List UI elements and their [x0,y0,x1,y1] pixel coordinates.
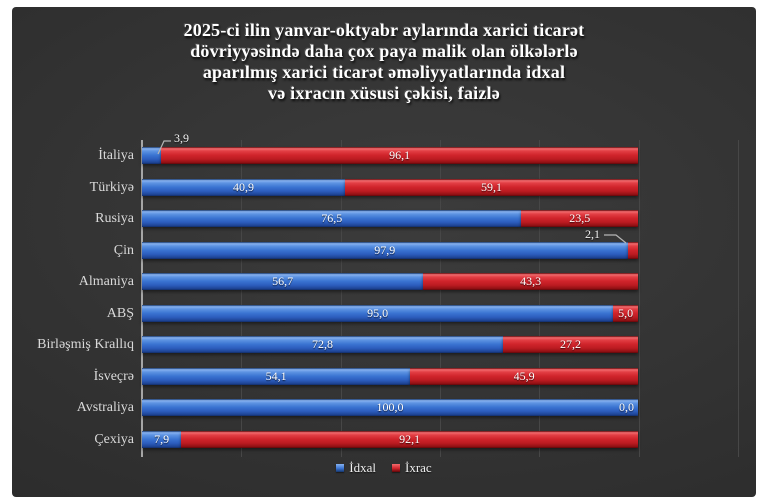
bar-row: 56,7 43,3 [142,273,638,290]
plot-area: 3,9 96,1 40,9 59,1 76,5 23,5 97,9 2,1 56,7 43,3 95… [141,140,739,457]
bar-value-label: 0,0 [619,400,634,414]
chart-title-line: 2025-ci ilin yanvar-oktyabr aylarında xa… [183,20,585,40]
bar-segment-idxal: 97,9 [142,241,628,259]
bar-value-label: 72,8 [312,337,334,351]
category-label: İsveçrə [93,368,134,384]
bar-segment-ixrac: 45,9 [410,367,638,385]
bar-segment-ixrac: 92,1 [181,430,638,448]
bar-row: 7,9 92,1 [142,430,638,448]
y-axis-line [141,140,143,457]
bar-row: 95,0 5,0 [142,304,638,322]
bar-value-label: 59,1 [480,179,502,194]
bar-row: 100,0 0,0 [142,399,638,416]
bar-value-label: 92,1 [399,431,421,446]
bar-value-label: 23,5 [569,211,591,225]
bar-value-label: 54,1 [265,368,287,383]
bar-row: 3,9 96,1 [142,147,638,164]
bar-segment-idxal: 3,9 [142,147,162,164]
chart-title: 2025-ci ilin yanvar-oktyabr aylarında xa… [36,20,732,104]
category-label: Rusiya [95,211,134,226]
legend-item-ixrac: İxrac [392,460,432,476]
bar-segment-idxal: 54,1 [142,367,411,385]
gridline [439,140,441,457]
bar-segment-ixrac: 23,5 [521,210,638,227]
bar-segment-ixrac: 96,1 [161,147,638,164]
bar-value-label: 7,9 [154,431,170,446]
bar-segment-idxal: 72,8 [142,336,504,353]
chart-canvas: 2025-ci ilin yanvar-oktyabr aylarında xa… [12,7,756,497]
category-label: Almaniya [78,274,134,289]
category-label: İtaliya [98,148,134,163]
gridline [241,140,243,457]
bar-row: 40,9 59,1 [142,178,638,196]
category-label: Avstraliya [76,400,134,415]
bar-segment-idxal: 76,5 [142,210,522,227]
bar-segment-ixrac: 59,1 [344,178,638,196]
gridline [638,140,640,457]
legend: İdxal İxrac [12,459,756,477]
gridline [737,140,739,457]
bar-segment-idxal: 95,0 [142,304,614,322]
legend-swatch-idxal-icon [336,464,345,472]
bar-segment-ixrac: 27,2 [503,336,638,353]
category-label: ABŞ [106,305,134,321]
bar-value-label: 95,0 [367,305,389,320]
category-label: Çexiya [94,431,134,447]
bar-row: 72,8 27,2 [142,336,638,353]
bar-segment-idxal: 40,9 [142,178,345,196]
bar-value-label: 5,0 [618,305,634,320]
gridline [340,140,342,457]
category-label: Birləşmiş Krallıq [37,337,134,352]
legend-label-idxal: İdxal [349,460,376,475]
bar-segment-ixrac: 43,3 [423,273,638,290]
bar-value-label: 97,9 [374,242,396,257]
category-label: Çin [113,242,134,258]
callout-label-cin: 2,1 [585,227,600,241]
bar-row: 76,5 23,5 [142,210,638,227]
chart-title-line: dövriyyəsində daha çox paya malik olan ö… [190,41,578,61]
legend-swatch-ixrac-icon [392,464,400,472]
gridline [539,140,541,457]
bar-row: 54,1 45,9 [142,367,638,385]
legend-item-idxal: İdxal [336,460,376,476]
bar-segment-idxal: 56,7 [142,273,424,290]
bar-segment-ixrac: 2,1 [627,241,638,259]
bar-row: 97,9 2,1 [142,241,638,259]
category-label: Türkiyə [89,179,134,195]
chart-title-line: və ixracın xüsusi çəkisi, faizlə [268,83,500,103]
bar-value-label: 43,3 [520,274,542,288]
bar-value-label: 40,9 [232,179,254,194]
bar-value-label: 100,0 [376,400,404,414]
bar-value-label: 76,5 [321,211,343,225]
legend-label-ixrac: İxrac [405,460,432,475]
callout-label-italiya: 3,9 [174,131,189,145]
bar-value-label: 45,9 [513,368,535,383]
bar-value-label: 96,1 [389,148,411,162]
bar-segment-ixrac: 5,0 [613,304,638,322]
bar-value-label: 27,2 [560,337,582,351]
bar-segment-idxal: 100,0 [142,399,638,416]
chart-title-line: aparılmış xarici ticarət əməliyyatlarınd… [202,62,566,82]
bar-value-label: 56,7 [272,274,294,288]
bar-segment-idxal: 7,9 [142,430,182,448]
